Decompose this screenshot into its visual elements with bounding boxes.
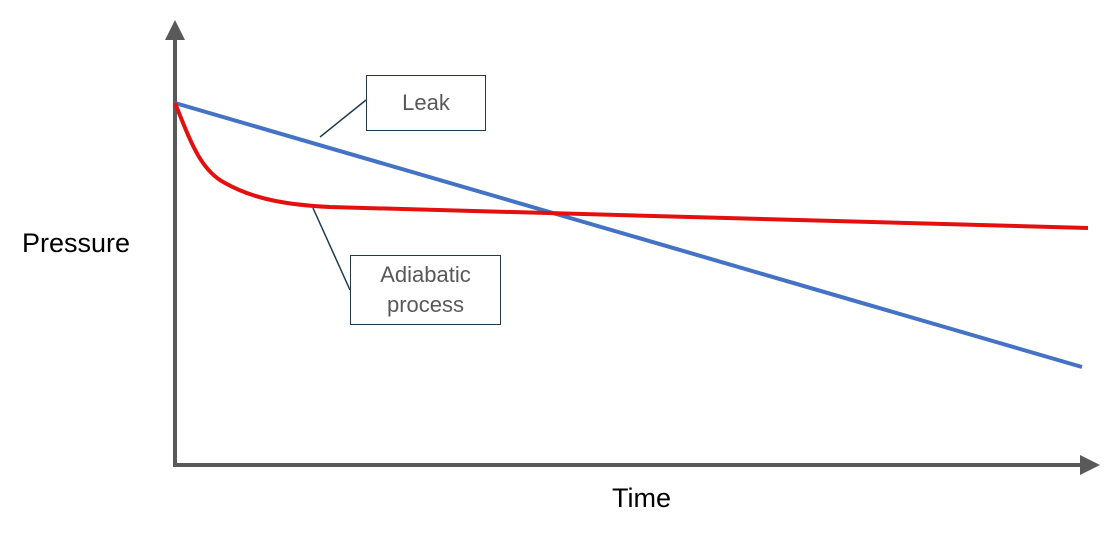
x-axis-label: Time [612,483,671,513]
y-axis-label: Pressure [22,228,131,258]
leader-line [319,99,367,138]
leader-line [312,207,351,291]
callout-box: Adiabatic process [350,255,501,325]
leak-curve [174,101,1083,369]
callout-box: Leak [366,75,486,131]
adiabatic-curve [173,102,1089,230]
